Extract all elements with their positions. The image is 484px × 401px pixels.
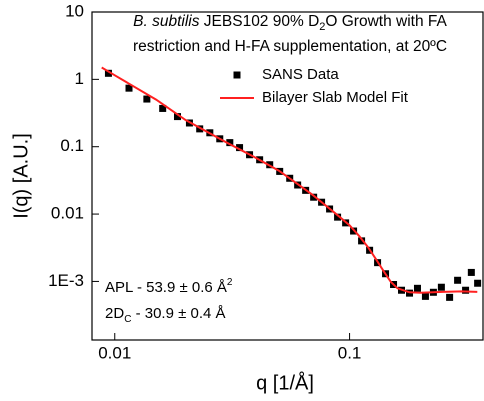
data-point	[421, 292, 429, 300]
data-point	[334, 213, 342, 221]
legend-label: SANS Data	[262, 66, 339, 83]
plot-frame	[91, 11, 484, 341]
data-point	[358, 237, 366, 245]
y-tick-label: 10	[65, 1, 84, 20]
legend-label: Bilayer Slab Model Fit	[262, 89, 409, 106]
data-point	[462, 286, 470, 294]
title-part: JEBS102 90% D	[200, 13, 320, 30]
y-tick-label: 1E-3	[48, 271, 84, 290]
data-point	[226, 139, 234, 147]
x-tick-label: 0.01	[98, 343, 131, 362]
data-point	[173, 113, 181, 121]
annotation-part: 2D	[105, 305, 124, 322]
data-point	[413, 284, 421, 292]
annotation-part: - 30.9 ± 0.4 Å	[131, 305, 225, 322]
data-point	[104, 69, 112, 77]
data-point	[474, 279, 482, 287]
chart-title: restriction and H-FA supplementation, at…	[133, 38, 447, 55]
data-point	[310, 193, 318, 201]
title-part: B. subtilis	[133, 13, 200, 30]
annotation-part: C	[124, 314, 131, 325]
annotation-part: APL - 53.9 ± 0.6 Å	[105, 279, 227, 296]
y-tick-label: 1	[75, 69, 84, 88]
chart-title: B. subtilis JEBS102 90% D2O Growth with …	[133, 13, 447, 33]
y-tick-label: 0.01	[51, 204, 84, 223]
data-point	[446, 293, 454, 301]
data-point	[467, 268, 475, 276]
annotation: 2DC - 30.9 ± 0.4 Å	[105, 305, 226, 325]
title-part: 2	[319, 21, 325, 33]
data-point	[437, 283, 445, 291]
data-point	[454, 276, 462, 284]
y-axis-label: I(q) [A.U.]	[10, 133, 32, 219]
fit-line	[101, 66, 478, 294]
data-point	[125, 84, 133, 92]
annotation: APL - 53.9 ± 0.6 Å2	[105, 277, 233, 296]
annotation-part: 2	[227, 277, 233, 288]
data-point	[159, 104, 167, 112]
legend-marker	[233, 71, 241, 79]
x-axis-label: q [1/Å]	[256, 371, 314, 394]
data-point	[236, 144, 244, 152]
y-tick-label: 0.1	[60, 136, 84, 155]
x-tick-label: 0.1	[338, 343, 362, 362]
data-point	[143, 95, 151, 103]
title-part: O Growth with FA	[325, 13, 447, 30]
